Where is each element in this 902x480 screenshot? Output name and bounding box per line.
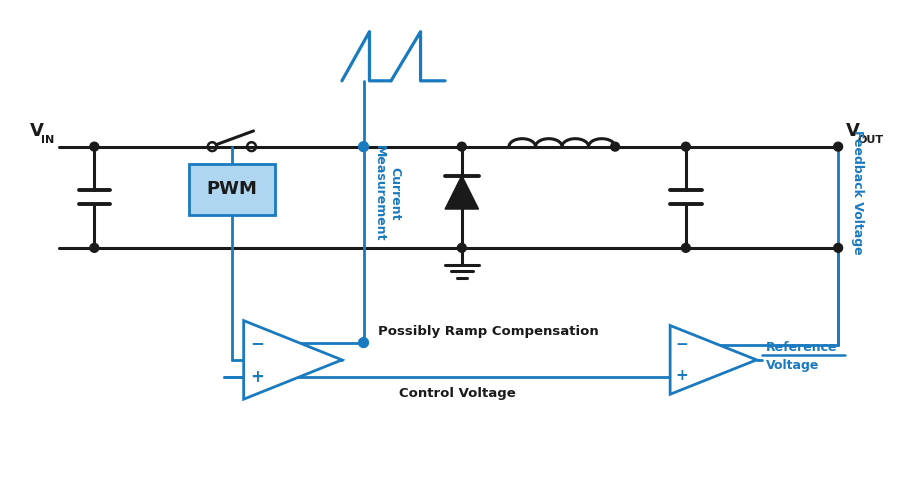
Polygon shape [670,325,757,394]
Circle shape [681,142,690,151]
Circle shape [359,337,368,348]
Circle shape [833,243,842,252]
Circle shape [833,142,842,151]
Polygon shape [244,321,342,399]
Polygon shape [445,176,479,209]
Text: Reference: Reference [766,341,837,354]
Circle shape [611,142,620,151]
Text: PWM: PWM [207,180,257,198]
FancyBboxPatch shape [189,164,275,215]
Text: +: + [251,368,264,386]
Text: Voltage: Voltage [766,359,819,372]
Text: +: + [676,368,688,383]
Text: −: − [676,337,688,352]
Circle shape [90,142,98,151]
Circle shape [681,243,690,252]
Circle shape [90,243,98,252]
Text: V: V [30,122,43,140]
Text: −: − [251,334,264,351]
Text: IN: IN [41,135,54,144]
Text: Control Voltage: Control Voltage [399,387,515,400]
Circle shape [457,243,466,252]
Circle shape [359,142,368,152]
Text: Feedback Voltage: Feedback Voltage [851,130,864,255]
Text: V: V [846,122,860,140]
Text: Possibly Ramp Compensation: Possibly Ramp Compensation [378,324,599,337]
Text: Current
Measurement: Current Measurement [373,145,401,241]
Text: OUT: OUT [858,135,884,144]
Circle shape [457,142,466,151]
